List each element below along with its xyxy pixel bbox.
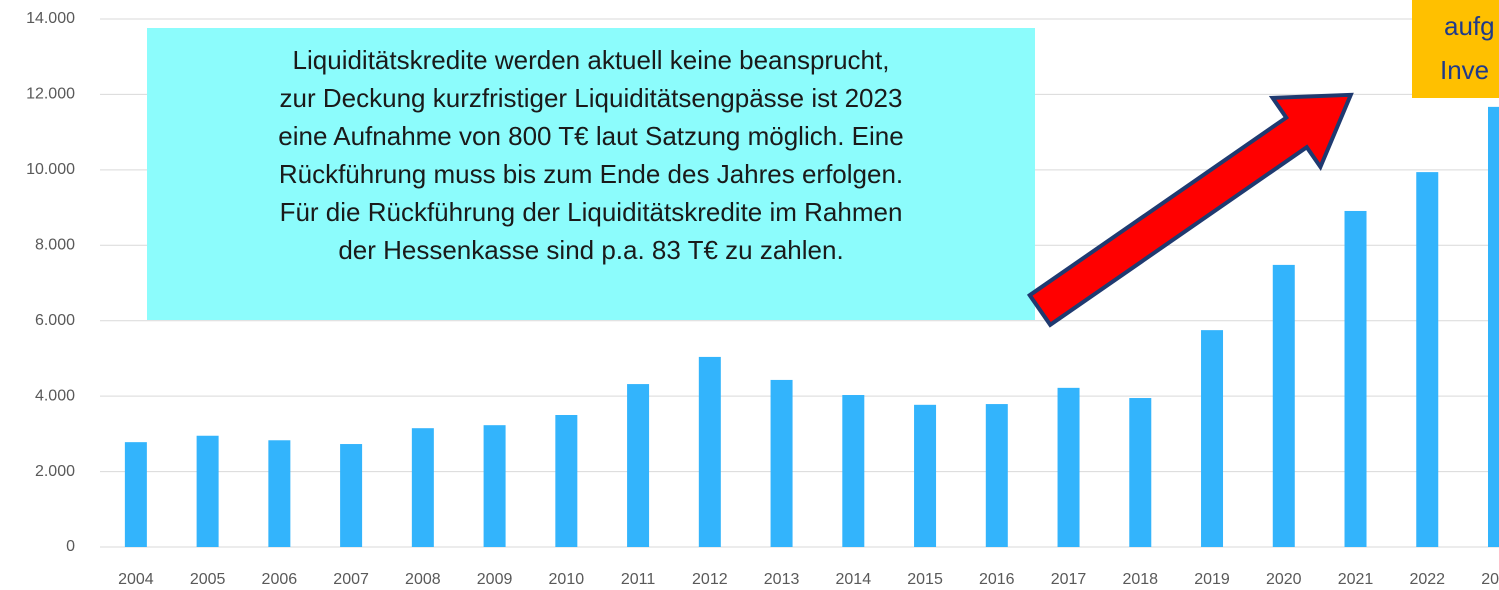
arrow-shape — [1026, 92, 1354, 328]
y-tick-label: 14.000 — [26, 10, 75, 27]
annotation-line: Rückführung muss bis zum Ende des Jahres… — [279, 159, 903, 189]
bar — [914, 404, 937, 547]
bar — [483, 425, 506, 547]
x-tick-label: 2021 — [1338, 571, 1374, 588]
x-tick-label: 2010 — [549, 571, 585, 588]
annotation-line: Liquiditätskredite werden aktuell keine … — [293, 45, 890, 75]
x-tick-label: 2014 — [836, 571, 872, 588]
x-tick-label: 2022 — [1409, 571, 1445, 588]
y-tick-label: 0 — [66, 538, 75, 555]
bar — [1057, 387, 1080, 547]
y-tick-label: 2.000 — [35, 463, 75, 480]
bar — [268, 440, 291, 547]
x-tick-label: 2008 — [405, 571, 441, 588]
x-tick-label: 2012 — [692, 571, 728, 588]
side-note: aufg — [1444, 11, 1495, 41]
bar — [1416, 172, 1439, 547]
x-tick-label: 2007 — [333, 571, 369, 588]
bar — [770, 379, 793, 547]
side-note: Inve — [1440, 55, 1489, 85]
y-tick-label: 10.000 — [26, 161, 75, 178]
bar — [1488, 106, 1499, 548]
x-tick-label: 2004 — [118, 571, 154, 588]
y-tick-label: 8.000 — [35, 237, 75, 254]
bar — [411, 428, 434, 547]
bar — [1272, 264, 1295, 547]
annotation-box — [147, 28, 1035, 320]
annotation-line: der Hessenkasse sind p.a. 83 T€ zu zahle… — [338, 235, 843, 265]
x-tick-label: 2017 — [1051, 571, 1087, 588]
x-tick-label: 2016 — [979, 571, 1015, 588]
x-tick-label: 2015 — [907, 571, 943, 588]
annotation-line: zur Deckung kurzfristiger Liquiditätseng… — [280, 83, 903, 113]
side-box — [1412, 0, 1499, 98]
arrow — [1026, 92, 1354, 328]
x-tick-label: 2005 — [190, 571, 226, 588]
x-tick-label: 2006 — [262, 571, 298, 588]
x-tick-label: 2009 — [477, 571, 513, 588]
annotation-line: eine Aufnahme von 800 T€ laut Satzung mö… — [278, 121, 903, 151]
x-tick-label: 2019 — [1194, 571, 1230, 588]
bars — [124, 106, 1499, 548]
x-tick-label: 2020 — [1266, 571, 1302, 588]
x-tick-label: 2013 — [764, 571, 800, 588]
bar — [1129, 398, 1152, 547]
x-tick-label: 2023 — [1481, 571, 1499, 588]
annotation: Liquiditätskredite werden aktuell keine … — [278, 45, 903, 265]
annotation-line: Für die Rückführung der Liquiditätskredi… — [280, 197, 903, 227]
bar — [698, 356, 721, 547]
y-tick-label: 6.000 — [35, 312, 75, 329]
bar — [1201, 330, 1224, 547]
bar — [196, 435, 219, 547]
bar — [842, 395, 865, 547]
bar — [1344, 210, 1367, 548]
bar — [124, 442, 147, 547]
y-tick-label: 4.000 — [35, 387, 75, 404]
y-tick-label: 12.000 — [26, 86, 75, 103]
bar — [340, 444, 363, 547]
bar — [555, 415, 578, 547]
x-tick-label: 2018 — [1122, 571, 1158, 588]
x-tick-label: 2011 — [621, 571, 656, 588]
bar — [985, 404, 1008, 547]
bar — [627, 384, 650, 547]
